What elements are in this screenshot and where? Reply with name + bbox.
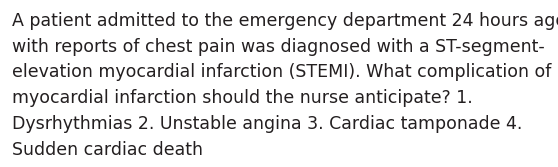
Text: with reports of chest pain was diagnosed with a ST-segment-: with reports of chest pain was diagnosed…: [12, 38, 545, 56]
Text: Dysrhythmias 2. Unstable angina 3. Cardiac tamponade 4.: Dysrhythmias 2. Unstable angina 3. Cardi…: [12, 115, 523, 133]
Text: elevation myocardial infarction (STEMI). What complication of: elevation myocardial infarction (STEMI).…: [12, 63, 552, 81]
Text: A patient admitted to the emergency department 24 hours ago: A patient admitted to the emergency depa…: [12, 12, 558, 30]
Text: Sudden cardiac death: Sudden cardiac death: [12, 141, 203, 159]
Text: myocardial infarction should the nurse anticipate? 1.: myocardial infarction should the nurse a…: [12, 89, 473, 107]
